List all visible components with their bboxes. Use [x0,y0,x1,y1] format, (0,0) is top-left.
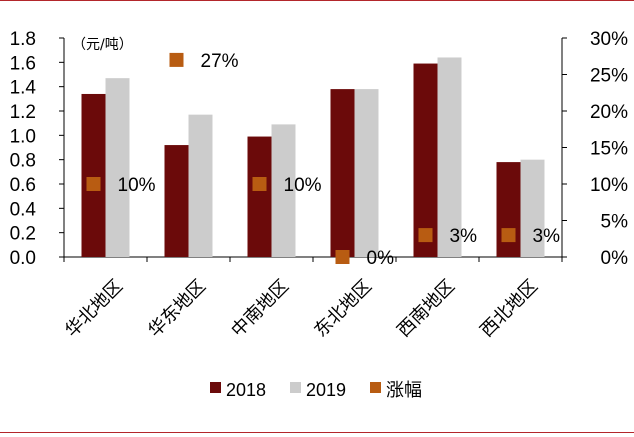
y-right-tick-label: 20% [590,102,628,123]
legend-label: 2018 [226,380,266,400]
growth-point [252,177,267,191]
bar-2018 [164,145,189,257]
y-right-tick-label: 30% [590,29,628,50]
y-left-tick-label: 1.4 [10,78,37,99]
y-right-tick-label: 15% [590,139,628,160]
y-left-tick-label: 0.6 [10,175,36,196]
bar-2018 [81,93,106,257]
category-label: 华东地区 [144,276,210,342]
bar-2019 [520,159,545,257]
legend: 2018 2019 涨幅 [210,380,422,400]
growth-point-label: 3% [533,226,561,247]
bars [81,57,545,258]
growth-point-label: 0% [367,248,395,269]
legend-swatch [290,382,301,393]
bar-2019 [105,78,130,258]
category-label: 华北地区 [61,276,127,342]
y-right-tick-label: 25% [590,66,628,87]
y-right-tick-label: 5% [601,212,629,233]
growth-point [501,228,516,243]
bar-2018 [413,63,438,257]
unit-label: （元/吨） [72,37,133,53]
bar-2018 [330,89,355,257]
growth-point-label: 3% [450,226,478,247]
category-label: 西北地区 [476,276,542,342]
growth-point [86,177,101,191]
growth-point [169,52,184,67]
top-border [0,0,634,1]
labels: （元/吨） 华北地区 华东地区 中南地区 东北地区 西南地区 西北地区 10% 27% 10% 0%… [61,37,560,341]
y-right-tick-label: 10% [590,175,628,196]
y-right-tick-label: 0% [601,248,629,269]
growth-point-label: 10% [118,175,156,196]
growth-point-label: 27% [201,51,239,72]
bar-2019 [437,57,462,257]
y-left-tick-label: 0.4 [10,199,37,220]
category-label: 西南地区 [393,276,459,342]
bottom-border [0,432,634,433]
growth-point [418,228,433,243]
bar-2018 [496,162,521,257]
y-left-tick-label: 0.0 [10,248,36,269]
y-left-tick-label: 0.8 [10,151,36,172]
axes: 0.0 0.2 0.4 0.6 0.8 1.0 1.2 1.4 1.6 1.8 0% 5% 10% 15%… [10,29,629,269]
legend-label: 2019 [306,380,346,400]
y-left-tick-label: 1.8 [10,29,36,50]
growth-point-label: 10% [284,175,322,196]
category-label: 中南地区 [227,276,293,342]
y-left-tick-label: 1.6 [10,53,36,74]
y-left-tick-label: 0.2 [10,224,36,245]
growth-point [335,250,350,264]
category-label: 东北地区 [310,276,376,342]
bar-2019 [188,114,213,258]
bar-2019 [271,124,296,257]
legend-label: 涨幅 [386,380,422,400]
bar-2018 [247,136,272,257]
legend-swatch [370,382,381,393]
growth-points [86,52,516,264]
y-left-tick-label: 1.0 [10,126,36,147]
legend-swatch [210,382,221,393]
bar-2019 [354,89,379,257]
y-left-tick-label: 1.2 [10,102,36,123]
